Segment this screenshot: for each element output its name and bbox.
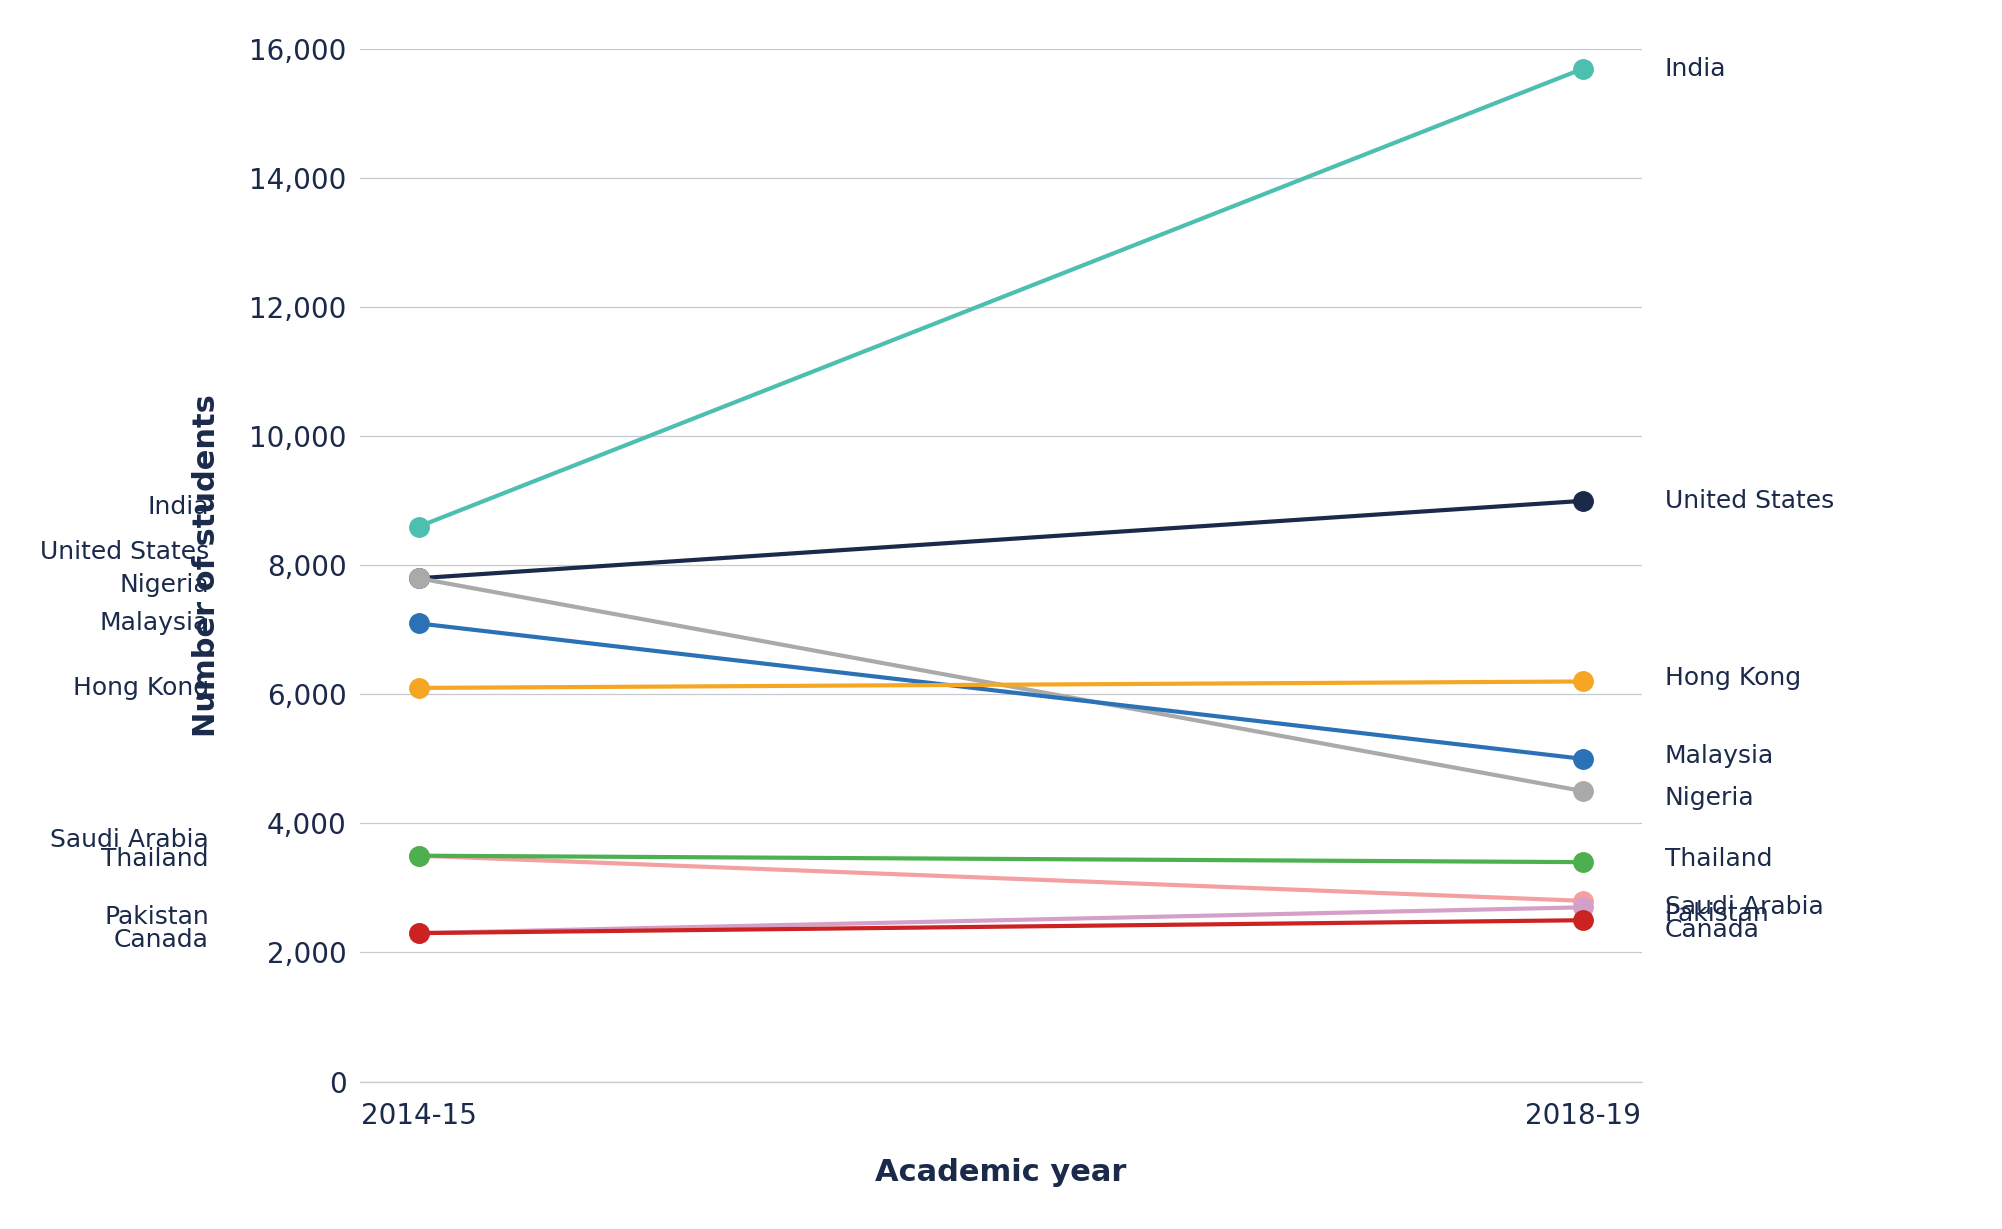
Text: India: India [148,495,208,520]
Text: Nigeria: Nigeria [120,573,208,597]
Y-axis label: Number of students: Number of students [192,395,220,736]
Text: Canada: Canada [1666,918,1760,941]
Text: Malaysia: Malaysia [100,611,208,635]
Text: Thailand: Thailand [102,847,208,871]
Text: Hong Kong: Hong Kong [1666,666,1802,691]
Text: Nigeria: Nigeria [1666,785,1754,810]
X-axis label: Academic year: Academic year [875,1158,1127,1187]
Text: Pakistan: Pakistan [1666,902,1770,925]
Text: India: India [1666,57,1726,81]
Text: Canada: Canada [114,928,208,951]
Text: United States: United States [1666,489,1834,512]
Text: Pakistan: Pakistan [104,905,208,929]
Text: Hong Kong: Hong Kong [72,676,208,701]
Text: Saudi Arabia: Saudi Arabia [50,827,208,852]
Text: Malaysia: Malaysia [1666,744,1774,768]
Text: United States: United States [40,541,208,564]
Text: Saudi Arabia: Saudi Arabia [1666,895,1824,919]
Text: Thailand: Thailand [1666,847,1772,871]
